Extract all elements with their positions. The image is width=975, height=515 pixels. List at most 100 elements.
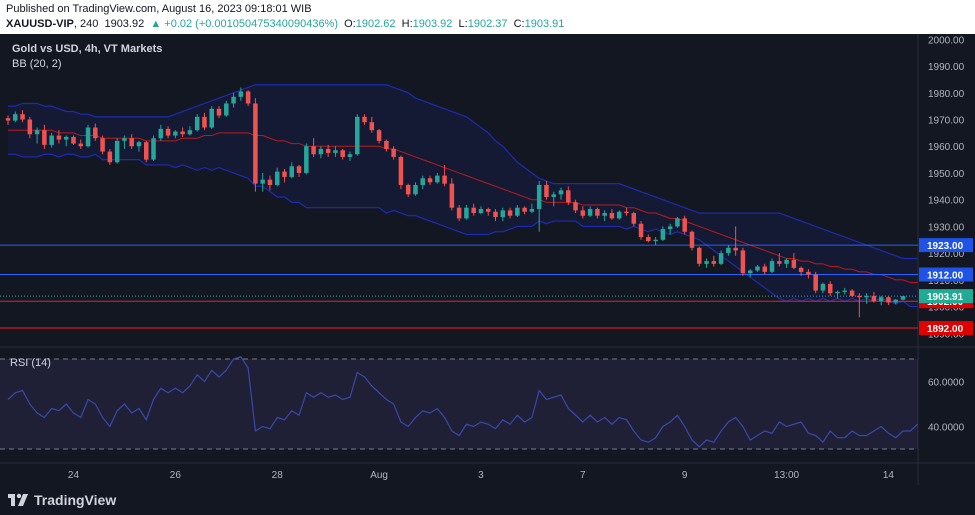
candle-body [391,148,396,157]
candle-body [333,150,338,153]
candle-29 [216,106,222,119]
candle-25 [187,126,193,136]
candle-body [209,108,214,128]
candle-body [660,229,666,240]
candle-body [871,295,877,302]
candle-110 [806,269,811,279]
candle-39 [289,162,295,179]
candle-body [34,130,40,135]
candle-body [544,184,549,198]
level-label-1: 1912.00 [927,271,964,282]
candle-65 [478,206,484,215]
candle-26 [194,114,200,132]
candle-119 [871,291,877,303]
candle-16 [122,135,127,149]
candle-7 [56,130,62,144]
interval: 240 [79,18,99,30]
price-tick-label: 1920.00 [928,249,965,260]
candle-22 [165,126,171,139]
candle-17 [129,134,134,149]
candle-body [274,171,280,185]
candle-116 [849,289,855,298]
price-tick-label: 1950.00 [928,169,965,180]
candle-body [798,267,804,272]
bb-lower-line [8,153,918,308]
candle-body [566,190,571,203]
candle-body [769,261,775,272]
candle-5 [42,124,47,149]
candle-14 [107,148,113,165]
price-tick-label: 1970.00 [928,116,965,127]
candle-body [638,223,644,238]
candle-76 [558,187,564,200]
candle-body [886,297,891,303]
candle-body [616,211,622,219]
candle-123 [900,296,906,301]
candle-body [602,213,607,216]
candle-body [340,150,345,157]
candle-body [485,209,491,212]
candle-body [580,210,586,216]
candle-body [529,209,535,212]
candle-81 [595,207,600,219]
candle-60 [442,164,447,187]
candle-body [820,283,826,291]
high-label: H: [401,18,413,30]
time-tick-label: 13:00 [774,470,799,481]
candle-body [842,290,848,292]
candle-body [507,210,513,216]
candle-67 [493,209,498,222]
candle-body [238,91,244,97]
candle-body [151,138,156,160]
candle-body [216,108,222,116]
candle-73 [536,180,542,232]
candle-13 [100,135,105,155]
tradingview-logo-icon [8,493,28,506]
candle-body [85,127,91,147]
rsi-line [7,356,918,448]
candle-36 [267,175,273,191]
publish-header: Published on TradingView.com, August 16,… [0,0,975,34]
candle-66 [485,207,491,216]
candle-body [384,140,389,149]
candle-51 [376,128,382,144]
candle-body [755,266,760,271]
candle-body [551,194,556,198]
candle-1 [13,111,18,123]
candle-57 [420,175,426,189]
candle-40 [296,164,302,177]
candle-body [296,166,302,173]
candle-91 [667,223,673,235]
candle-8 [63,135,69,147]
candle-70 [515,205,520,218]
candle-61 [449,178,455,211]
price-change: ▲ +0.02 (+0.001050475340090436%) [150,18,338,30]
time-tick-label: 24 [68,470,80,481]
candle-body [624,211,629,214]
candle-body [107,151,113,163]
candle-32 [238,87,244,101]
candle-body [42,130,47,145]
tradingview-logo: TradingView [8,492,116,508]
candle-body [398,156,404,185]
bb-basis-line [8,129,918,284]
candle-body [224,103,229,116]
brand-name: TradingView [34,492,117,508]
candle-body [143,142,149,160]
candle-120 [878,295,884,306]
last-price: 1903.92 [104,18,145,30]
candle-body [369,122,375,131]
time-tick-label: 3 [478,470,484,481]
symbol-info-line: XAUUSD-VIP, 240 1903.92 ▲ +0.02 (+0.0010… [6,18,565,30]
candle-body [420,178,426,185]
candle-54 [398,155,404,189]
chart-area[interactable]: 2000.00 1990.00 1980.00 1970.00 1960.00 1950.… [0,34,975,485]
candle-90 [660,226,666,242]
candle-46 [340,148,345,160]
candle-33 [245,90,251,107]
candle-93 [682,215,687,235]
high-value: 1903.92 [412,18,453,30]
time-tick-label: 28 [272,470,284,481]
price-tick-label: 1980.00 [928,89,965,100]
candle-35 [260,172,265,192]
